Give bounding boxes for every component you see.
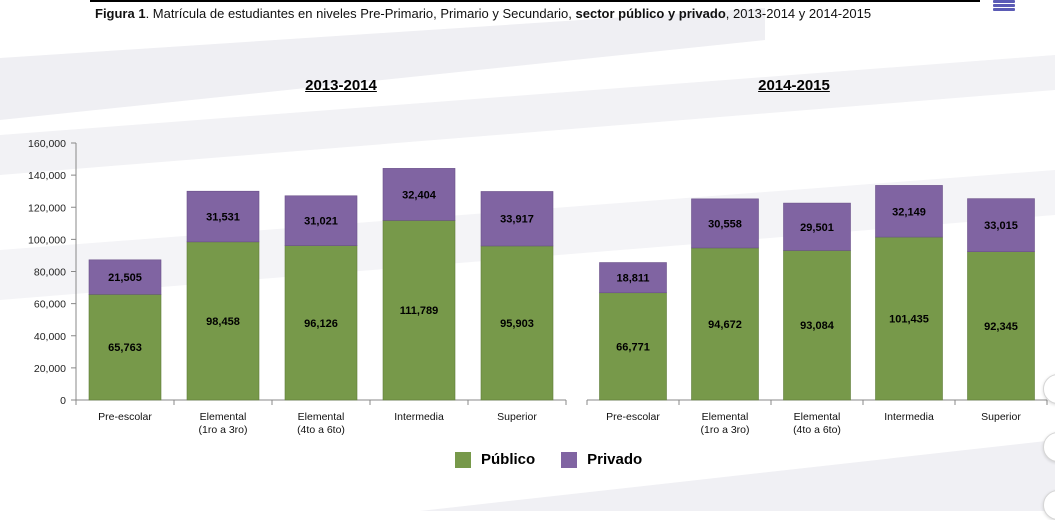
data-label-private: 31,531: [206, 212, 240, 224]
x-category-label: (1ro a 3ro): [198, 424, 247, 436]
y-tick-label: 120,000: [28, 202, 66, 214]
data-label-public: 94,672: [708, 319, 742, 331]
top-rule: [90, 0, 980, 2]
x-category-label: Intermedia: [394, 411, 444, 423]
bar-segment-public: [88, 294, 162, 401]
x-category-label: Elemental: [702, 411, 749, 423]
x-category-label: Elemental: [200, 411, 247, 423]
data-label-private: 31,021: [304, 216, 338, 228]
bar-segment-private: [599, 262, 667, 294]
bar-segment-public: [382, 220, 456, 401]
background-stripe: [420, 440, 1055, 511]
data-label-private: 32,149: [892, 206, 926, 218]
bar-segment-private: [480, 191, 554, 247]
legend-swatch-public: [455, 451, 471, 468]
figure-text-bold: sector público y privado: [575, 6, 726, 21]
data-label-public: 111,789: [400, 305, 439, 317]
background-stripe: [0, 8, 765, 120]
data-label-public: 92,345: [984, 321, 1018, 333]
x-category-label: Elemental: [298, 411, 345, 423]
x-category-label: Pre-escolar: [98, 411, 152, 423]
legend: Público Privado: [455, 451, 668, 468]
x-category-label: Superior: [981, 411, 1021, 423]
data-label-public: 93,084: [800, 320, 835, 332]
legend-label-public: Público: [481, 451, 536, 468]
y-tick-label: 100,000: [28, 234, 66, 246]
data-label-public: 101,435: [889, 314, 929, 326]
y-tick-label: 140,000: [28, 170, 66, 182]
y-tick-label: 80,000: [34, 267, 66, 279]
x-category-label: Pre-escolar: [606, 411, 660, 423]
figure-text-b: , 2013-2014 y 2014-2015: [725, 6, 872, 21]
figure-text-a: . Matrícula de estudiantes en niveles Pr…: [145, 6, 576, 21]
x-category-label: Elemental: [794, 411, 841, 423]
x-category-label: Superior: [497, 411, 537, 423]
bar-segment-private: [284, 195, 358, 246]
y-tick-label: 60,000: [34, 299, 66, 311]
logo-icon: [993, 0, 1015, 12]
bar-segment-private: [783, 202, 851, 251]
bar-segment-public: [691, 247, 759, 401]
legend-item-public: Público: [455, 451, 535, 468]
y-tick-label: 0: [60, 395, 66, 407]
data-label-private: 18,811: [616, 273, 649, 285]
bar-segment-public: [967, 251, 1035, 401]
figure-caption: Figura 1. Matrícula de estudiantes en ni…: [95, 6, 871, 21]
bar-segment-private: [382, 168, 456, 221]
bar-segment-private: [691, 198, 759, 249]
data-label-private: 30,558: [708, 218, 742, 230]
x-category-label: (4to a 6to): [793, 424, 841, 436]
data-label-public: 95,903: [500, 318, 534, 330]
data-label-private: 33,917: [500, 214, 534, 226]
y-tick-label: 20,000: [34, 363, 66, 375]
data-label-private: 21,505: [108, 272, 142, 284]
bar-segment-private: [875, 185, 943, 238]
x-category-label: (1ro a 3ro): [700, 424, 749, 436]
chart-title-2014-2015: 2014-2015: [758, 77, 830, 94]
data-label-public: 66,771: [616, 341, 650, 353]
x-category-label: (4to a 6to): [297, 424, 345, 436]
bar-segment-public: [599, 292, 667, 401]
legend-label-private: Privado: [587, 451, 643, 468]
x-category-label: Intermedia: [884, 411, 934, 423]
data-label-public: 98,458: [206, 316, 240, 328]
data-label-private: 33,015: [984, 220, 1018, 232]
figure-label: Figura 1: [95, 6, 146, 21]
bar-segment-private: [967, 198, 1035, 252]
chart-title-2013-2014: 2013-2014: [305, 77, 377, 94]
background-stripe: [0, 55, 1055, 175]
bar-segment-private: [88, 259, 162, 295]
bar-segment-public: [783, 250, 851, 401]
bar-segment-public: [875, 236, 943, 401]
bar-segment-public: [284, 245, 358, 401]
legend-item-private: Privado: [561, 451, 642, 468]
y-tick-label: 160,000: [28, 138, 66, 150]
bar-segment-public: [480, 245, 554, 401]
data-label-private: 29,501: [800, 222, 834, 234]
y-tick-label: 40,000: [34, 331, 66, 343]
data-label-private: 32,404: [402, 189, 437, 201]
data-label-public: 96,126: [304, 318, 338, 330]
legend-swatch-private: [561, 451, 578, 468]
data-label-public: 65,763: [108, 342, 142, 354]
bar-segment-private: [186, 190, 260, 243]
bar-segment-public: [186, 241, 260, 401]
